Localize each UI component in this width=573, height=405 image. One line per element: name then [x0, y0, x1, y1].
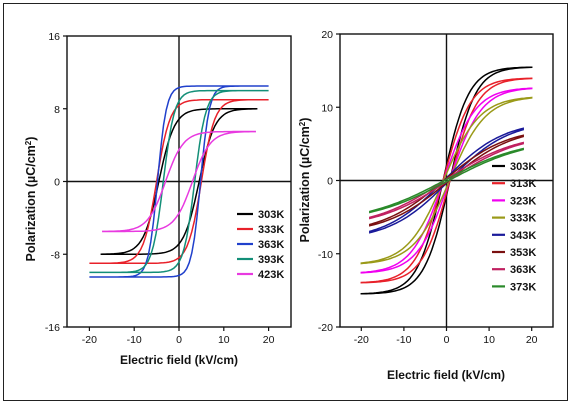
- y-tick-label: -8: [51, 249, 60, 261]
- legend-label: 373K: [510, 281, 536, 293]
- y-tick-label: -10: [318, 249, 333, 261]
- x-tick-label: 10: [483, 334, 495, 346]
- x-tick-label: 20: [263, 334, 275, 346]
- y-tick-label: 16: [48, 31, 60, 43]
- left-pe-loop-chart: -20 -10 0 10 20 -16 -8 0 8 16 303K 333K 363K 393K 423K…: [24, 31, 292, 367]
- legend-label: 303K: [258, 209, 284, 221]
- x-tick-label: -10: [396, 334, 411, 346]
- right-x-axis-label: Electric field (kV/cm): [387, 368, 505, 382]
- legend-label: 353K: [510, 247, 536, 259]
- loop-303K: [360, 66, 533, 295]
- x-tick-label: -20: [354, 334, 369, 346]
- loop-393K: [89, 89, 269, 274]
- loop-363K: [89, 85, 269, 278]
- legend-label: 363K: [258, 239, 284, 251]
- y-tick-label: 0: [327, 176, 333, 188]
- legend-label: 363K: [510, 264, 536, 276]
- x-tick-label: 0: [444, 334, 450, 346]
- left-x-axis-label: Electric field (kV/cm): [120, 353, 238, 367]
- y-tick-label: -20: [318, 322, 333, 334]
- legend-label: 323K: [510, 195, 536, 207]
- x-tick-label: 10: [218, 334, 230, 346]
- legend-label: 333K: [258, 224, 284, 236]
- left-plot-area: -20 -10 0 10 20 -16 -8 0 8 16 303K 333K 363K 393K 423K: [45, 31, 292, 346]
- loop-373K: [369, 147, 524, 214]
- loop-353K: [369, 134, 524, 227]
- x-tick-label: -20: [82, 334, 97, 346]
- y-tick-label: 20: [321, 29, 333, 41]
- legend-label: 313K: [510, 178, 536, 190]
- loop-363K: [369, 141, 524, 220]
- right-pe-loop-chart: -20 -10 0 10 20 -20 -10 0 10 20 303K 313K 323K 333K 34…: [298, 29, 554, 382]
- x-tick-label: 0: [176, 334, 182, 346]
- right-y-axis-label: Polarization (µC/cm2): [298, 118, 313, 243]
- legend-label: 333K: [510, 213, 536, 225]
- y-tick-label: -16: [45, 322, 60, 334]
- loop-333K: [360, 96, 533, 265]
- x-tick-label: 20: [526, 334, 538, 346]
- right-plot-area: -20 -10 0 10 20 -20 -10 0 10 20 303K 313K 323K 333K 34…: [318, 29, 554, 346]
- legend-label: 303K: [510, 161, 536, 173]
- loop-333K: [89, 98, 269, 265]
- loop-303K: [100, 108, 258, 255]
- loop-313K: [360, 77, 533, 284]
- y-tick-label: 8: [54, 104, 60, 116]
- left-y-axis-label: Polarization (µC/cm2): [24, 137, 39, 262]
- y-tick-label: 0: [54, 177, 60, 189]
- legend-label: 423K: [258, 269, 284, 281]
- legend-label: 343K: [510, 230, 536, 242]
- loop-423K: [102, 130, 256, 233]
- y-tick-label: 10: [321, 102, 333, 114]
- loop-323K: [360, 87, 533, 274]
- x-tick-label: -10: [127, 334, 142, 346]
- legend-label: 393K: [258, 254, 284, 266]
- figure-border: [3, 3, 568, 401]
